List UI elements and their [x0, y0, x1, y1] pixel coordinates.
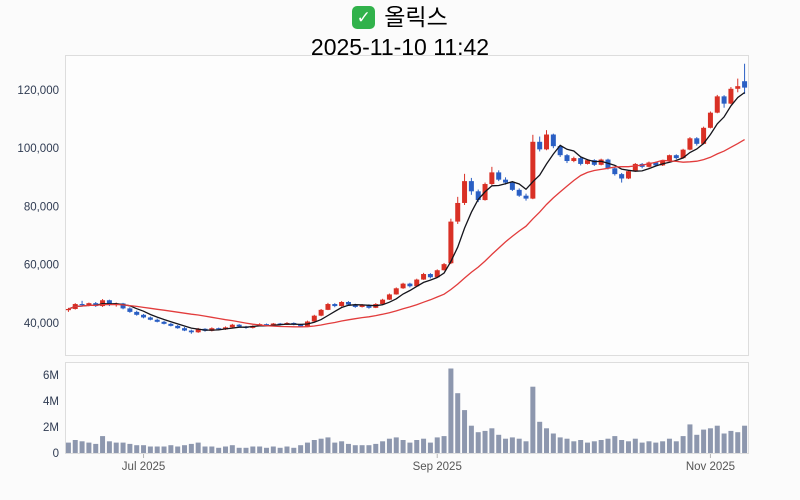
green-check-icon: ✓: [352, 6, 376, 29]
timestamp-subtitle: 2025-11-10 11:42: [310, 34, 490, 60]
svg-text:Nov 2025: Nov 2025: [686, 461, 735, 473]
svg-text:6M: 6M: [43, 370, 59, 382]
ma-long-line: [68, 139, 745, 328]
svg-text:4M: 4M: [43, 396, 59, 408]
stock-name-title: 올릭스: [384, 4, 448, 30]
svg-text:Jul 2025: Jul 2025: [122, 461, 165, 473]
svg-text:0: 0: [53, 448, 59, 460]
svg-text:100,000: 100,000: [17, 143, 59, 155]
date-axis-labels: Jul 2025 Sep 2025 Nov 2025: [122, 454, 735, 473]
svg-text:60,000: 60,000: [24, 260, 59, 272]
svg-text:80,000: 80,000: [24, 201, 59, 213]
volume-bars: [65, 368, 748, 453]
panels: [65, 55, 749, 454]
title-row: ✓ 올릭스: [0, 4, 800, 31]
svg-text:2M: 2M: [43, 422, 59, 434]
chart-header: ✓ 올릭스 2025-11-10 11:42: [0, 4, 800, 61]
svg-text:120,000: 120,000: [17, 85, 59, 97]
volume-axis-labels: 0 2M 4M 6M: [43, 370, 59, 460]
price-axis-labels: 40,000 60,000 80,000 100,000 120,000: [17, 85, 59, 330]
ma-short-line: [68, 91, 745, 331]
svg-text:Sep 2025: Sep 2025: [413, 461, 462, 473]
svg-text:40,000: 40,000: [24, 318, 59, 330]
